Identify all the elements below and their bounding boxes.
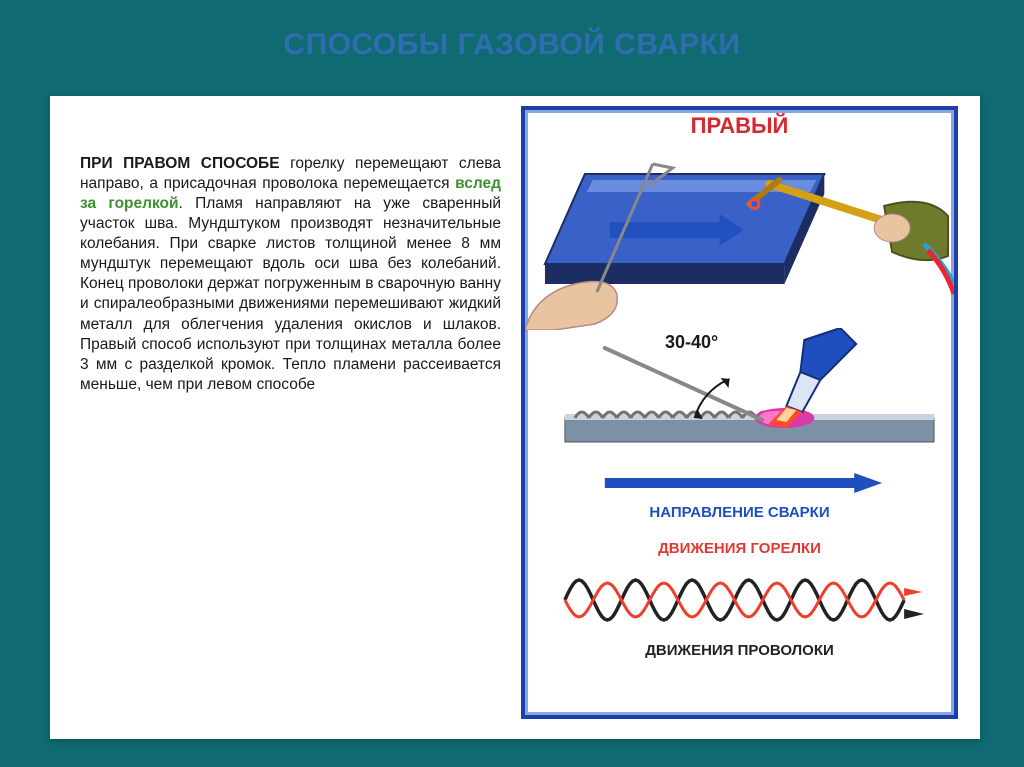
panel-plate-torch (525, 144, 954, 330)
torch-motion-label: ДВИЖЕНИЯ ГОРЕЛКИ (525, 540, 954, 557)
lead-span: ПРИ ПРАВОМ СПОСОБЕ (80, 155, 280, 172)
body-post: . Пламя направляют на уже сваренный учас… (80, 195, 501, 393)
panel-angle (525, 328, 954, 458)
content-card: ПРИ ПРАВОМ СПОСОБЕ горелку перемещают сл… (50, 96, 980, 739)
slide-root: СПОСОБЫ ГАЗОВОЙ СВАРКИ ПРИ ПРАВОМ СПОСОБ… (0, 0, 1024, 767)
diagram-column: ПРАВЫЙ 30-40° НАПРАВЛЕНИЕ СВАРКИ ДВИЖЕНИ… (515, 96, 980, 739)
body-text: ПРИ ПРАВОМ СПОСОБЕ горелку перемещают сл… (80, 154, 501, 396)
wire-motion-label: ДВИЖЕНИЯ ПРОВОЛОКИ (525, 642, 954, 659)
angle-label: 30-40° (665, 332, 718, 353)
panel-direction-arrow (525, 460, 954, 506)
page-title: СПОСОБЫ ГАЗОВОЙ СВАРКИ (0, 0, 1024, 76)
panel-waves (525, 560, 954, 640)
diagram-frame: ПРАВЫЙ 30-40° НАПРАВЛЕНИЕ СВАРКИ ДВИЖЕНИ… (521, 106, 958, 719)
diagram-title: ПРАВЫЙ (525, 113, 954, 139)
text-column: ПРИ ПРАВОМ СПОСОБЕ горелку перемещают сл… (50, 96, 515, 739)
direction-label: НАПРАВЛЕНИЕ СВАРКИ (525, 504, 954, 521)
